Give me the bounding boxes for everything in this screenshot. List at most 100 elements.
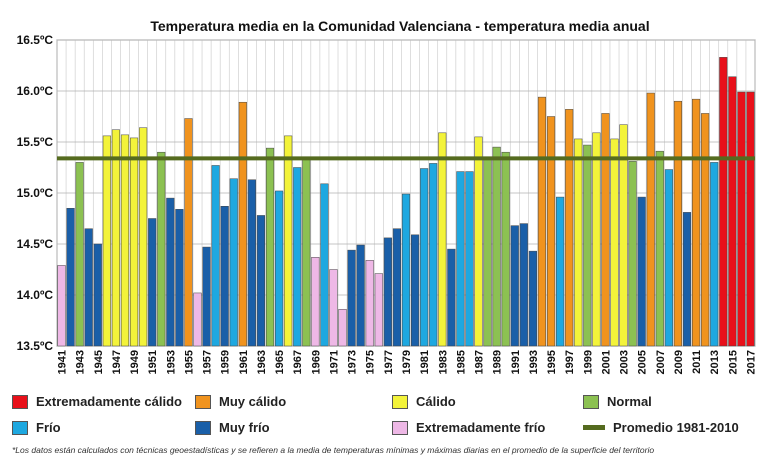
- bar-1956: [193, 292, 202, 347]
- bar-2016: [737, 91, 746, 347]
- y-tick-label: 15.5ºC: [17, 135, 54, 149]
- x-tick-label: 1977: [383, 350, 395, 374]
- y-tick-label: 14.0ºC: [17, 288, 54, 302]
- legend-label: Frío: [36, 420, 61, 435]
- legend-average: Promedio 1981-2010: [583, 420, 739, 435]
- x-tick-label: 1973: [347, 350, 359, 374]
- x-tick-label: 2003: [619, 350, 631, 374]
- legend-extremely-warm: Extremadamente cálido: [12, 394, 182, 409]
- x-tick-label: 1975: [365, 350, 377, 374]
- x-tick-label: 1997: [564, 350, 576, 374]
- legend-label: Normal: [607, 394, 652, 409]
- bar-1991: [510, 225, 519, 347]
- bar-2014: [719, 57, 728, 347]
- x-tick-label: 1985: [455, 350, 467, 374]
- legend-swatch: [583, 394, 599, 409]
- legend-swatch: [392, 420, 408, 435]
- bar-1955: [184, 118, 193, 347]
- bar-1977: [383, 237, 392, 347]
- bar-1983: [438, 132, 447, 347]
- bar-1975: [365, 260, 374, 347]
- bar-1978: [392, 228, 401, 347]
- legend-very-warm: Muy cálido: [195, 394, 286, 409]
- x-tick-label: 1999: [582, 350, 594, 374]
- bar-2017: [746, 91, 755, 347]
- temperature-chart: Temperatura media en la Comunidad Valenc…: [17, 18, 758, 374]
- x-tick-label: 1949: [129, 350, 141, 374]
- legend-swatch: [195, 394, 211, 409]
- bar-1959: [220, 206, 229, 347]
- bar-1987: [474, 136, 483, 347]
- x-tick-label: 1963: [256, 350, 268, 374]
- bar-1990: [501, 151, 510, 347]
- bar-2001: [601, 113, 610, 347]
- y-tick-label: 15.0ºC: [17, 186, 54, 200]
- bar-1989: [492, 146, 501, 347]
- bar-1968: [302, 157, 311, 347]
- x-tick-label: 1995: [546, 350, 558, 374]
- x-tick-label: 2001: [600, 350, 612, 374]
- chart-title: Temperatura media en la Comunidad Valenc…: [150, 18, 649, 34]
- x-tick-label: 1959: [220, 350, 232, 374]
- x-tick-label: 1957: [202, 350, 214, 374]
- legend-label: Promedio 1981-2010: [613, 420, 739, 435]
- bar-1963: [256, 215, 266, 347]
- x-tick-label: 1961: [238, 350, 250, 374]
- legend-extremely-cold: Extremadamente frío: [392, 420, 545, 435]
- bar-1974: [356, 244, 365, 347]
- legend-swatch: [195, 420, 211, 435]
- bar-series: [57, 57, 755, 347]
- x-tick-label: 2013: [709, 350, 721, 374]
- bar-1999: [583, 144, 592, 347]
- bar-1944: [84, 228, 93, 347]
- bar-2003: [619, 124, 628, 347]
- x-tick-label: 2011: [691, 350, 703, 374]
- x-tick-label: 1983: [437, 350, 449, 374]
- bar-1971: [329, 269, 338, 347]
- x-tick-label: 1947: [111, 350, 123, 374]
- bar-1984: [447, 248, 456, 347]
- legend-label: Extremadamente cálido: [36, 394, 182, 409]
- legend: Extremadamente cálido Muy cálido Cálido …: [12, 390, 757, 445]
- x-tick-label: 1955: [183, 350, 195, 374]
- bar-1962: [247, 179, 256, 347]
- bar-1985: [456, 171, 465, 347]
- bar-1965: [275, 190, 284, 347]
- bar-2012: [701, 113, 710, 347]
- bar-1997: [565, 109, 574, 347]
- x-tick-label: 1987: [474, 350, 486, 374]
- legend-very-cold: Muy frío: [195, 420, 270, 435]
- bar-1964: [265, 147, 275, 347]
- footnote: *Los datos están calculados con técnicas…: [12, 445, 655, 455]
- bar-1980: [411, 234, 420, 347]
- bar-1982: [429, 163, 438, 347]
- x-tick-label: 1993: [528, 350, 540, 374]
- bar-1966: [284, 135, 293, 347]
- bar-1973: [347, 249, 356, 347]
- bar-1943: [75, 162, 84, 347]
- bar-1946: [102, 135, 111, 347]
- bar-2007: [655, 150, 664, 347]
- x-tick-label: 1989: [492, 350, 504, 374]
- bar-2005: [637, 196, 646, 347]
- bar-1994: [537, 96, 547, 347]
- x-tick-label: 1943: [75, 350, 87, 374]
- bar-1942: [66, 208, 75, 347]
- x-tick-label: 1953: [165, 350, 177, 374]
- legend-cold: Frío: [12, 420, 61, 435]
- bar-1960: [229, 178, 238, 347]
- y-axis-ticks: 13.5ºC 14.0ºC 14.5ºC 15.0ºC 15.5ºC 16.0ºC 16.5…: [17, 33, 54, 353]
- x-axis-ticks: 1941 1943 1945 1947 1949 1951 1953 1955 1957 1959…: [57, 350, 758, 374]
- x-tick-label: 2015: [727, 350, 739, 374]
- bar-2011: [692, 98, 701, 347]
- bar-1996: [556, 196, 565, 347]
- y-tick-label: 13.5ºC: [17, 339, 54, 353]
- bar-1948: [120, 134, 130, 347]
- bar-1998: [574, 138, 583, 347]
- x-tick-label: 1967: [292, 350, 304, 374]
- bar-1986: [465, 171, 474, 347]
- bar-1961: [238, 101, 247, 347]
- y-tick-label: 14.5ºC: [17, 237, 54, 251]
- bar-1979: [401, 193, 411, 347]
- bar-1976: [374, 273, 383, 347]
